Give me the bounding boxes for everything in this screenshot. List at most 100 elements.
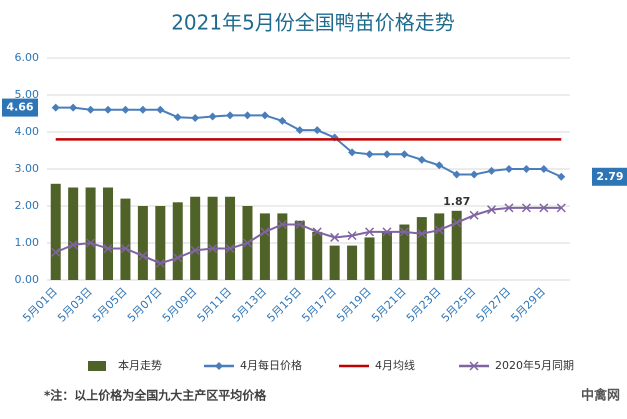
marker [469,210,479,220]
data-label: 4.66 [6,101,33,114]
y-tick-label: 5.00 [15,88,40,101]
data-label: 2.79 [596,170,623,183]
marker [521,203,531,213]
marker [243,111,252,120]
bar [137,206,148,280]
marker [470,170,479,179]
marker [226,111,235,120]
marker [539,203,549,213]
marker [155,258,165,268]
data-label-box [2,98,38,117]
marker [348,148,357,157]
marker [557,172,566,181]
marker [365,150,374,159]
y-tick-label: 0.00 [15,273,40,286]
marker [156,105,165,114]
marker [277,219,287,230]
bar [381,231,392,280]
bar [434,213,445,280]
marker [504,165,513,173]
marker [68,240,78,250]
marker [452,218,462,228]
marker [86,105,95,114]
legend-swatch [88,361,106,371]
bar [312,231,323,280]
marker [364,227,375,237]
y-tick-label: 2.00 [15,199,40,212]
marker [51,247,61,257]
marker [487,205,497,215]
marker [313,126,322,135]
marker [330,232,340,242]
line [55,206,562,265]
marker [138,251,148,261]
bar [85,187,96,280]
marker [382,150,391,159]
y-tick-label: 1.00 [15,236,40,249]
marker [190,245,200,255]
marker [522,165,531,173]
marker [208,244,218,254]
bar [277,213,288,280]
marker [452,170,461,179]
marker [312,227,322,237]
marker [51,103,60,112]
marker [260,227,270,237]
marker [295,219,305,230]
y-tick-label: 4.00 [15,125,40,138]
bar [451,210,462,280]
bar [190,196,201,280]
marker [295,126,304,135]
marker [121,105,130,114]
bar [155,206,166,280]
data-label: 1.87 [443,195,470,208]
marker [487,166,496,175]
bar [225,196,236,280]
legend-label: 本月走势 [118,358,162,372]
marker [539,165,548,173]
bar [259,213,270,280]
marker [417,155,426,164]
bar [416,217,427,280]
marker [120,244,130,254]
marker [69,103,78,112]
bar [399,224,410,280]
marker [260,111,269,120]
marker [242,238,253,248]
watermark: 中禽网 [581,388,620,404]
marker [104,105,113,114]
marker [173,113,182,122]
legend-label: 2020年5月同期 [495,358,574,372]
marker [191,113,200,122]
data-label-box [592,167,627,186]
y-tick-label: 6.00 [15,51,40,64]
marker [504,203,514,213]
chart-title: 2021年5月份全国鸭苗价格走势 [171,11,455,35]
marker [400,150,409,159]
marker [435,161,444,170]
bar [364,237,375,280]
legend-marker [215,362,223,370]
bar [103,187,114,280]
marker [556,203,566,213]
bar [68,187,79,280]
bar [50,183,61,280]
marker [434,225,444,235]
marker [208,112,217,121]
bar [207,196,218,280]
footnote: *注：以上价格为全国九大主产区平均价格 [44,388,267,403]
marker [399,227,409,237]
marker [86,238,96,248]
legend-label: 4月均线 [375,358,415,372]
bar [172,202,183,280]
bar [120,198,131,280]
bar [329,245,340,280]
bar [294,220,305,280]
y-tick-label: 3.00 [15,162,40,175]
marker [173,253,183,263]
legend-marker [469,361,479,371]
marker [347,231,357,241]
bar [347,245,358,280]
marker [103,244,113,254]
